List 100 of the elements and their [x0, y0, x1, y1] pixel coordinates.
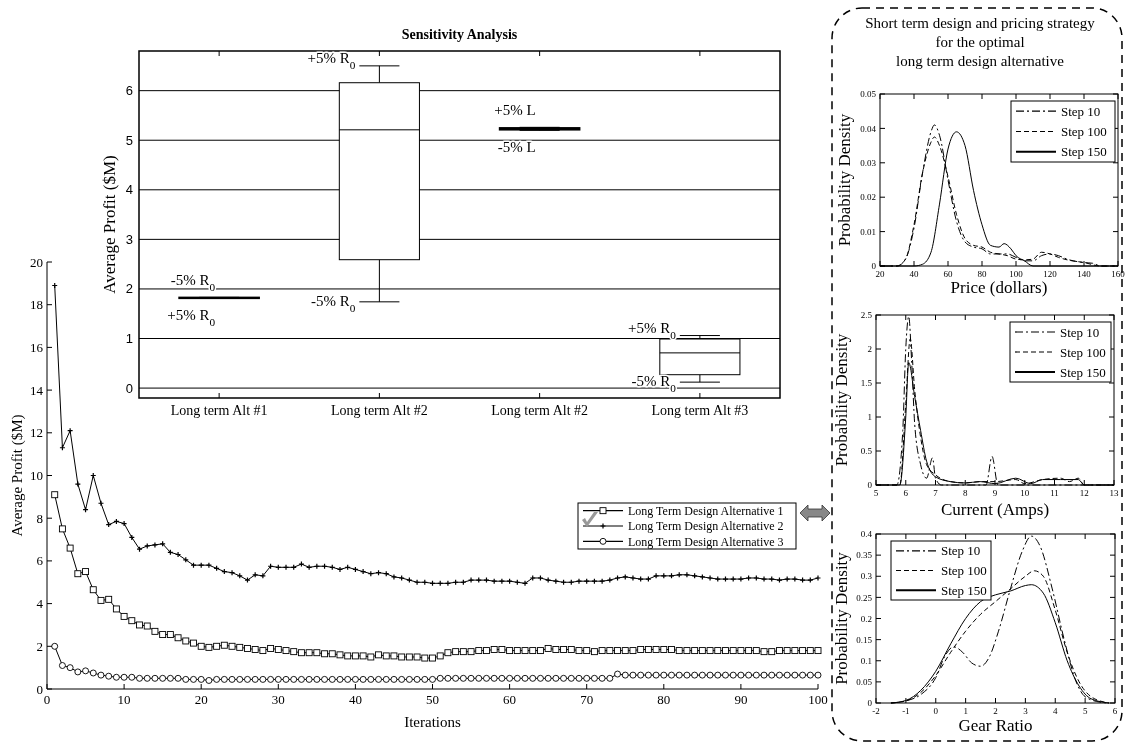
- x-tick-label: 9: [992, 488, 998, 498]
- x-tick-label: 80: [657, 692, 671, 707]
- y-axis-title: Probability Density: [832, 333, 851, 467]
- y-tick-label: 14: [30, 382, 44, 398]
- y-tick-label: 4: [36, 596, 44, 612]
- x-axis-title: Gear Ratio: [958, 716, 1033, 735]
- y-tick-label: 2.5: [860, 310, 873, 321]
- y-tick-label: 5: [125, 132, 133, 148]
- y-tick-label: 18: [30, 297, 43, 313]
- y-tick-label: 0.25: [856, 592, 873, 603]
- x-tick-label: 4: [1053, 706, 1058, 716]
- x-tick-label: 20: [194, 692, 208, 707]
- annotation: -5% R$_{0}$: [170, 272, 216, 294]
- x-axis-title: Price (dollars): [950, 278, 1048, 297]
- y-axis-title: Average Profit ($M): [9, 414, 26, 537]
- y-tick-label: 0.5: [860, 446, 873, 457]
- y-tick-label: 12: [30, 425, 43, 441]
- x-tick-label: 70: [580, 692, 594, 707]
- x-tick-label: 10: [1020, 488, 1030, 498]
- y-tick-label: 6: [36, 553, 44, 569]
- x-tick-label: 20: [875, 269, 885, 279]
- y-tick-label: 0.05: [856, 677, 873, 688]
- y-tick-label: 0.05: [860, 89, 877, 100]
- x-tick-label: 160: [1111, 269, 1126, 279]
- x-tick-label: Long term Alt #2: [491, 403, 589, 418]
- y-tick-label: 10: [30, 468, 43, 484]
- x-tick-label: 90: [734, 692, 748, 707]
- y-axis-title: Probability Density: [835, 113, 854, 247]
- annotation: +5% R$_{0}$: [167, 307, 216, 329]
- y-tick-label: 0.02: [860, 192, 876, 203]
- y-tick-label: 0: [867, 480, 873, 491]
- y-tick-label: 0.01: [860, 226, 876, 237]
- annotation: -5% R$_{0}$: [310, 292, 356, 314]
- y-axis-title: Average Profit ($M): [100, 155, 119, 294]
- legend-label: Step 10: [1060, 324, 1100, 340]
- legend-label: Step 150: [1060, 364, 1106, 380]
- y-tick-label: 0.04: [860, 123, 877, 134]
- legend-label: Step 150: [941, 582, 987, 598]
- chart-title: Short term design and pricing strategy for the optimal long term design alternative: [865, 15, 1096, 69]
- annotation: +5% R$_{0}$: [307, 49, 356, 71]
- y-tick-label: 0.03: [860, 157, 877, 168]
- x-tick-label: 100: [1009, 269, 1024, 279]
- y-tick-label: 0.2: [860, 613, 872, 624]
- x-tick-label: 3: [1023, 706, 1029, 716]
- legend-label: Step 10: [1061, 103, 1101, 119]
- x-axis-title: Iterations: [404, 714, 461, 730]
- legend-label: Long Term Design Alternative 3: [628, 534, 784, 549]
- x-tick-label: 13: [1109, 488, 1119, 498]
- y-axis-title: Probability Density: [832, 551, 851, 685]
- annotation: +5% R$_{0}$: [628, 319, 677, 341]
- x-tick-label: 60: [503, 692, 517, 707]
- y-tick-label: 0: [36, 681, 43, 697]
- y-tick-label: 16: [30, 339, 44, 355]
- x-tick-label: 120: [1043, 269, 1058, 279]
- x-tick-label: 100: [808, 692, 828, 707]
- x-tick-label: 12: [1079, 488, 1089, 498]
- y-tick-label: 0: [125, 380, 133, 396]
- y-tick-label: 8: [36, 510, 43, 526]
- x-tick-label: 8: [963, 488, 968, 498]
- x-tick-label: 0: [933, 706, 939, 716]
- x-tick-label: Long term Alt #2: [330, 403, 428, 418]
- y-tick-label: 4: [125, 182, 133, 198]
- y-tick-label: 1: [125, 331, 133, 347]
- legend-label: Long Term Design Alternative 2: [628, 519, 784, 534]
- x-tick-label: 60: [943, 269, 953, 279]
- y-tick-label: 1.5: [860, 378, 873, 389]
- x-tick-label: 40: [909, 269, 919, 279]
- x-tick-label: 30: [271, 692, 285, 707]
- x-tick-label: Long term Alt #3: [651, 403, 749, 418]
- x-tick-label: 140: [1077, 269, 1092, 279]
- x-tick-label: Long term Alt #1: [170, 403, 268, 418]
- x-tick-label: 50: [426, 692, 439, 707]
- x-tick-label: 2: [993, 706, 998, 716]
- y-tick-label: 0.15: [856, 634, 873, 645]
- x-tick-label: 1: [963, 706, 968, 716]
- y-tick-label: 0.3: [860, 571, 873, 582]
- y-tick-label: 2: [867, 344, 872, 355]
- chart-title: Sensitivity Analysis: [401, 27, 518, 42]
- legend-label: Step 100: [1061, 124, 1107, 140]
- y-tick-label: 0.1: [860, 655, 872, 666]
- y-tick-label: 0.4: [860, 529, 873, 540]
- x-tick-label: -1: [902, 706, 910, 716]
- y-tick-label: 2: [36, 638, 43, 654]
- x-tick-label: 80: [977, 269, 987, 279]
- annotation: -5% L: [497, 139, 536, 156]
- y-tick-label: 3: [125, 231, 133, 247]
- x-tick-label: 6: [903, 488, 909, 498]
- annotation: +5% L: [494, 102, 536, 119]
- y-tick-label: 0.35: [856, 550, 873, 561]
- x-tick-label: 6: [1112, 706, 1118, 716]
- x-tick-label: 7: [933, 488, 939, 498]
- legend-label: Step 100: [941, 563, 987, 579]
- x-tick-label: 5: [1082, 706, 1088, 716]
- x-tick-label: -2: [872, 706, 880, 716]
- x-tick-label: 11: [1050, 488, 1059, 498]
- y-tick-label: 0: [871, 261, 877, 272]
- legend-label: Step 10: [941, 543, 981, 559]
- legend-label: Step 100: [1060, 344, 1106, 360]
- y-tick-label: 6: [125, 83, 133, 99]
- legend-label: Long Term Design Alternative 1: [628, 503, 784, 518]
